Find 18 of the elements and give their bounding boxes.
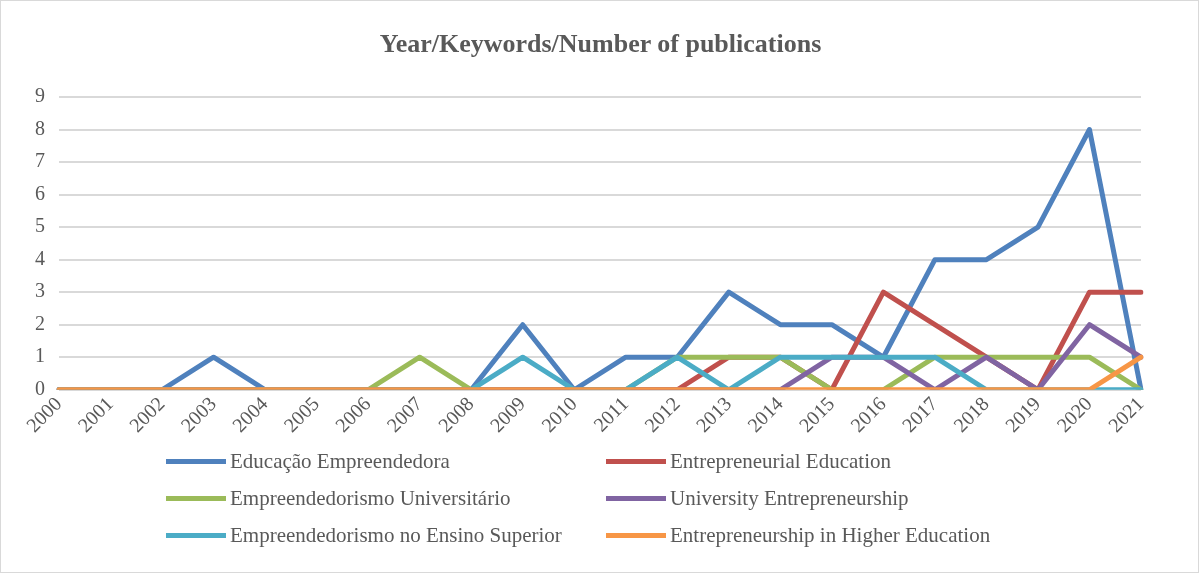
- y-tick-label: 0: [35, 377, 45, 399]
- legend-label: Empreendedorismo Universitário: [230, 486, 511, 511]
- legend-label: Entrepreneurship in Higher Education: [670, 523, 991, 548]
- y-tick-label: 2: [35, 311, 45, 334]
- y-tick-label: 6: [35, 181, 45, 204]
- y-tick-label: 8: [35, 116, 45, 139]
- y-tick-label: 9: [35, 84, 45, 107]
- legend-label: Empreendedorismo no Ensino Superior: [230, 523, 562, 548]
- y-tick-label: 1: [35, 344, 45, 367]
- y-tick-label: 7: [35, 149, 45, 172]
- y-tick-label: 5: [35, 214, 45, 237]
- chart-title: Year/Keywords/Number of publications: [378, 29, 823, 59]
- x-tick-label: 2011: [588, 392, 633, 436]
- y-tick-label: 3: [35, 279, 45, 302]
- legend-label: Educação Empreendedora: [230, 449, 450, 474]
- legend-label: Entrepreneurial Education: [670, 449, 891, 474]
- legend-label: University Entrepreneurship: [670, 486, 909, 511]
- y-tick-label: 4: [35, 246, 45, 269]
